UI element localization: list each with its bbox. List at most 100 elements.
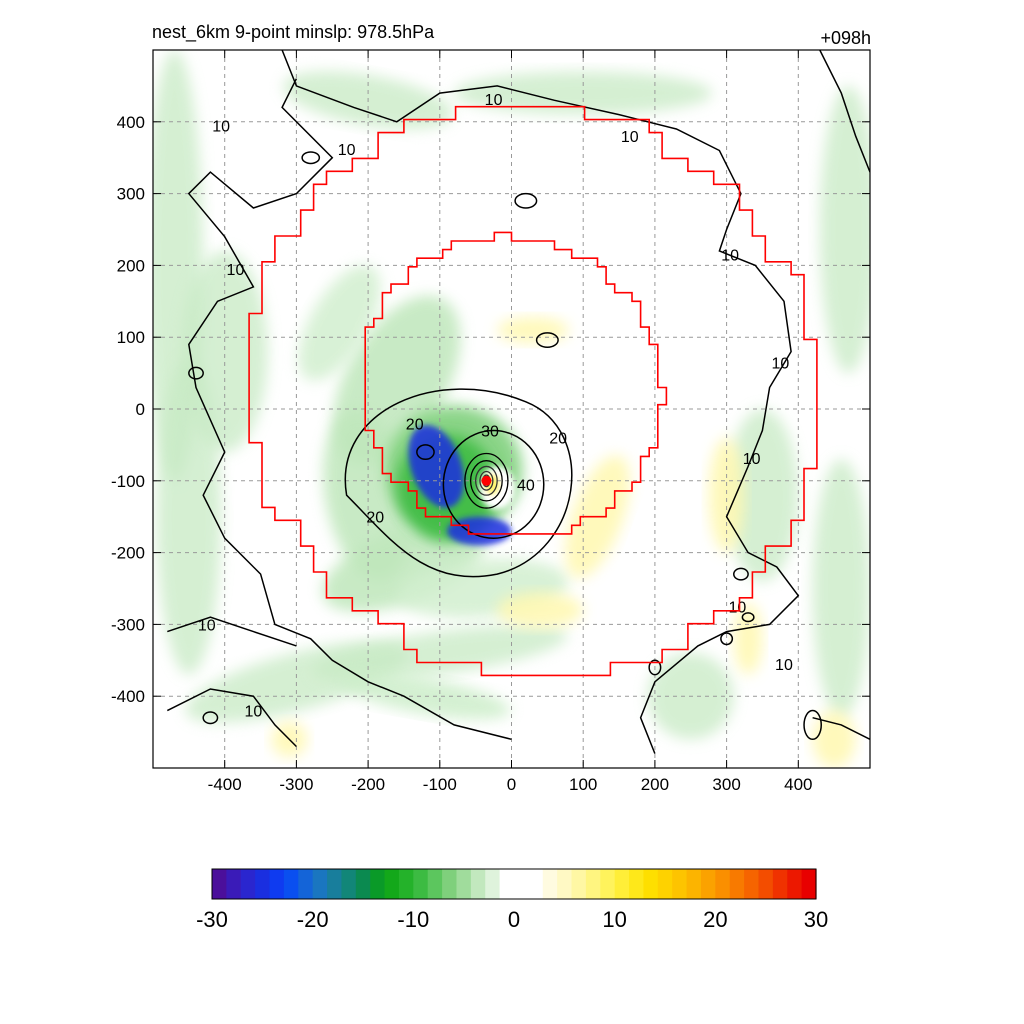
- y-tick-label: 0: [136, 400, 145, 419]
- contour-label: 10: [721, 248, 739, 265]
- contour-core-ring: [464, 452, 509, 509]
- shade-outer-band: [819, 85, 870, 374]
- contour-small-loop: [741, 612, 755, 623]
- contour-small-loop: [301, 151, 321, 165]
- colorbar-swatch: [485, 869, 501, 899]
- forecast-hour-label: +098h: [820, 28, 871, 48]
- contour-10-east: [281, 50, 800, 754]
- shade-positive-patch: [497, 592, 584, 628]
- contour-label: 40: [517, 477, 535, 494]
- colorbar-swatch: [672, 869, 688, 899]
- colorbar-swatch: [456, 869, 472, 899]
- contour-small-loop: [514, 192, 538, 209]
- colorbar-swatch: [657, 869, 673, 899]
- x-tick-label: -300: [279, 775, 313, 794]
- contour-label: 10: [728, 599, 746, 616]
- x-tick-label: -200: [351, 775, 385, 794]
- contour-10-southeast: [812, 716, 870, 740]
- colorbar-swatch: [370, 869, 386, 899]
- x-tick-label: 200: [641, 775, 669, 794]
- contour-labels: 10 10 10 10 10 10 10 10 10 10 10 10 20 20 20 30 40: [198, 92, 793, 721]
- contour-core-ring: [469, 460, 503, 502]
- colorbar-tick-label: -20: [297, 907, 329, 932]
- contour-small-loop: [720, 632, 734, 646]
- contour-label: 10: [338, 142, 356, 159]
- contour-label: 20: [366, 510, 384, 527]
- shade-outer-band: [181, 251, 268, 453]
- colorbar-swatch: [355, 869, 371, 899]
- colorbar-swatch: [686, 869, 702, 899]
- colorbar-swatch: [643, 869, 659, 899]
- x-tick-label: -400: [208, 775, 242, 794]
- colorbar-swatch: [442, 869, 458, 899]
- contour-label: 10: [775, 657, 793, 674]
- colorbar-tick-label: 20: [703, 907, 727, 932]
- colorbar-swatch: [384, 869, 400, 899]
- colorbar-swatch: [557, 869, 573, 899]
- contour-label: 20: [549, 431, 567, 448]
- shade-outer-band: [726, 409, 799, 582]
- colorbar-swatch: [398, 869, 414, 899]
- storm-center-marker: [481, 475, 492, 486]
- y-tick-label: 100: [117, 328, 145, 347]
- colorbar-swatch: [758, 869, 774, 899]
- colorbar: -30 -20 -10 0 10 20 30: [196, 868, 828, 932]
- x-tick-label: 400: [784, 775, 812, 794]
- shade-spiral-band: [298, 265, 381, 381]
- x-tick-label: 300: [712, 775, 740, 794]
- contour-label: 10: [771, 355, 789, 372]
- colorbar-swatch: [269, 869, 285, 899]
- contour-10-west: [187, 78, 512, 741]
- x-tick-label: 100: [569, 775, 597, 794]
- contour-core-ring: [479, 470, 494, 491]
- colorbar-swatch: [729, 869, 745, 899]
- contour-label: 10: [244, 704, 262, 721]
- contour-20: [344, 388, 573, 578]
- colorbar-swatch: [255, 869, 271, 899]
- colorbar-swatch: [499, 869, 515, 899]
- contour-30: [442, 429, 545, 539]
- x-tick-label: -100: [423, 775, 457, 794]
- colorbar-tick-label: 30: [804, 907, 828, 932]
- y-tick-label: -200: [111, 544, 145, 563]
- contour-label: 10: [198, 617, 216, 634]
- contour-small-loop: [188, 366, 204, 380]
- contour-10-southwest: [166, 688, 297, 748]
- shade-positive-patch: [733, 602, 763, 675]
- colorbar-swatch: [226, 869, 242, 899]
- nest-boundaries: [248, 105, 818, 677]
- colorbar-swatch: [283, 869, 299, 899]
- y-tick-label: 300: [117, 185, 145, 204]
- colorbar-frame: [211, 868, 817, 900]
- y-tick-label: -100: [111, 472, 145, 491]
- colorbar-swatch: [528, 869, 544, 899]
- colorbar-swatch: [787, 869, 803, 899]
- chart-title: nest_6km 9-point minslp: 978.5hPa: [152, 22, 435, 42]
- colorbar-swatch: [240, 869, 256, 899]
- contour-core-ring: [474, 465, 498, 496]
- colorbar-swatch: [298, 869, 314, 899]
- contour-10-west-low: [167, 616, 297, 647]
- colorbar-swatch: [600, 869, 616, 899]
- colorbar-swatch: [801, 869, 817, 899]
- colorbar-swatch: [629, 869, 645, 899]
- contour-small-loop: [535, 332, 559, 349]
- shade-positive-patch: [497, 317, 569, 343]
- colorbar-swatch: [542, 869, 558, 899]
- contour-label: 30: [481, 424, 499, 441]
- contour-small-loop: [416, 444, 435, 461]
- contour-label: 10: [227, 262, 245, 279]
- shade-positive-patch: [812, 710, 856, 768]
- colorbar-swatch: [614, 869, 630, 899]
- contour-small-loop: [803, 709, 822, 741]
- y-tick-label: 200: [117, 256, 145, 275]
- contour-10-northeast: [819, 50, 870, 173]
- shade-spiral-band: [322, 522, 486, 612]
- y-tick-label: -400: [111, 687, 145, 706]
- colorbar-swatch: [341, 869, 357, 899]
- colorbar-swatch: [312, 869, 328, 899]
- contour-small-loop: [202, 711, 219, 725]
- shade-positive-patch: [708, 437, 745, 553]
- x-tick-label: 0: [507, 775, 516, 794]
